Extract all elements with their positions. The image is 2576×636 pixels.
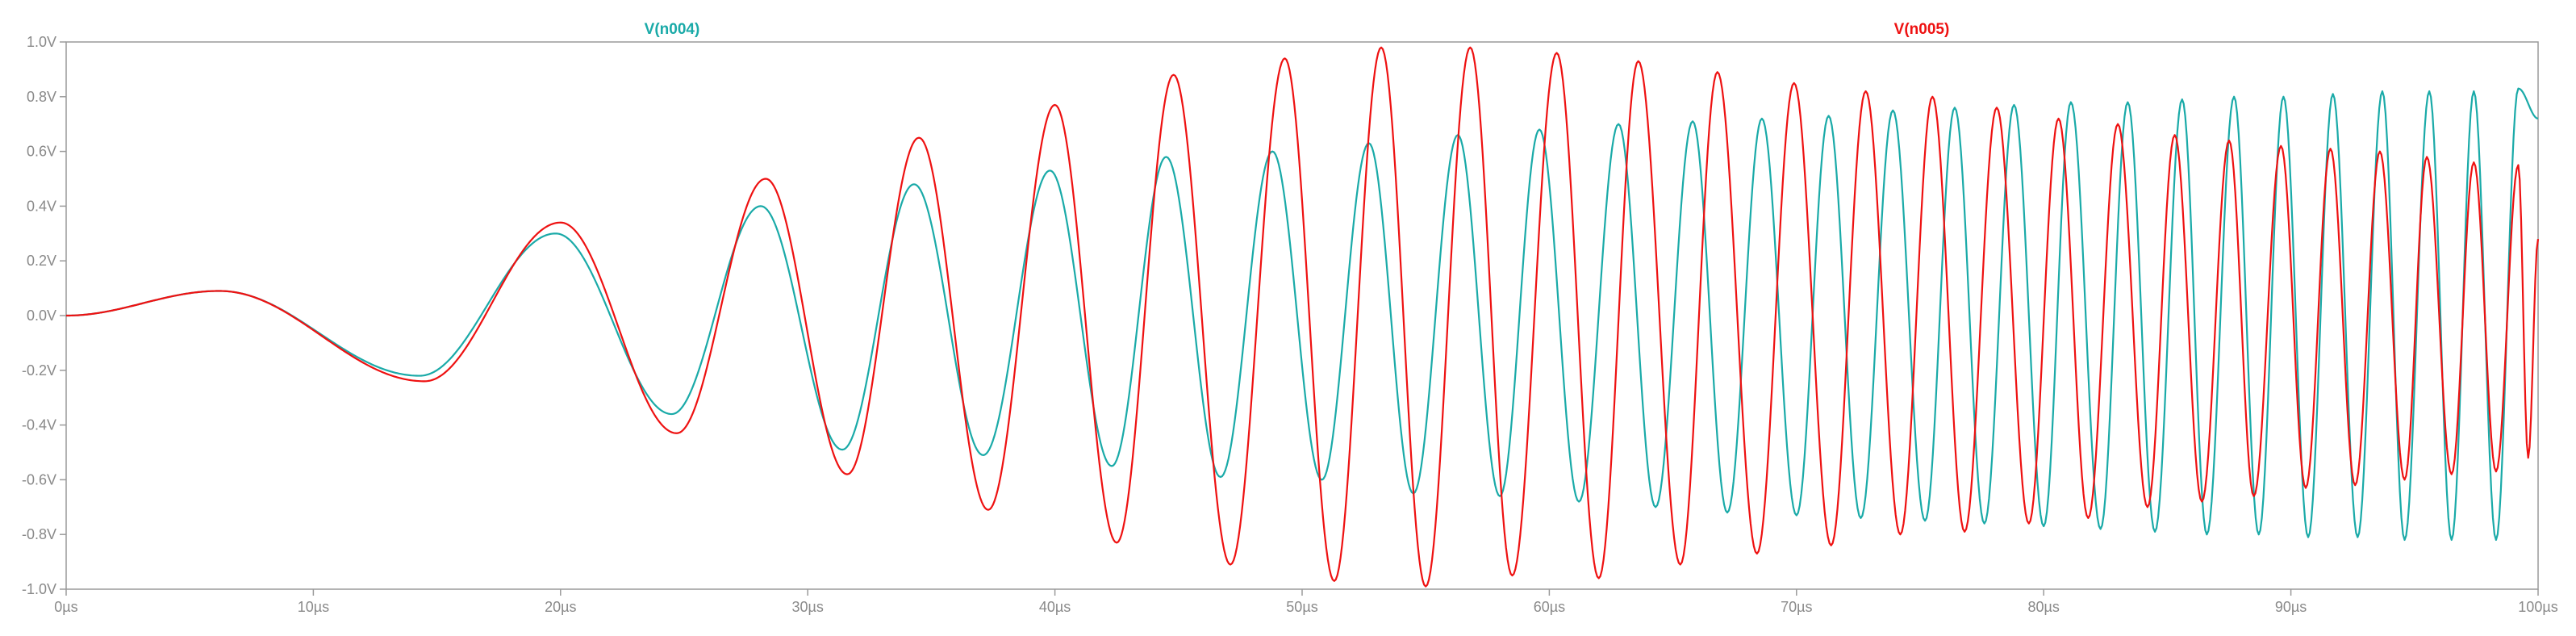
series-line-vn004 — [65, 87, 2539, 542]
x-tick-label: 20µs — [545, 599, 576, 615]
x-tick-label: 50µs — [1286, 599, 1317, 615]
x-tick-label: 100µs — [2518, 599, 2557, 615]
x-tick-label: 40µs — [1039, 599, 1071, 615]
y-tick-label: 0.6V — [27, 144, 56, 160]
y-tick-label: 0.0V — [27, 308, 56, 324]
series-line-vn005 — [65, 46, 2540, 588]
y-tick-label: -1.0V — [22, 581, 56, 597]
x-tick-label: 30µs — [791, 599, 823, 615]
x-tick-label: 90µs — [2275, 599, 2307, 615]
x-tick-label: 0µs — [54, 599, 77, 615]
y-tick-label: -0.2V — [22, 362, 56, 379]
y-tick-label: 0.4V — [27, 198, 56, 214]
y-tick-label: -0.8V — [22, 526, 56, 542]
y-axis: 1.0V 0.8V 0.6V 0.4V 0.2V 0.0V -0.2V -0.4V -0.6V -… — [22, 34, 66, 597]
legend-entry[interactable]: V(n004) — [645, 21, 700, 38]
series-layer — [65, 46, 2540, 588]
y-tick-label: 1.0V — [27, 34, 56, 50]
x-tick-label: 10µs — [298, 599, 329, 615]
y-tick-label: -0.4V — [22, 417, 56, 433]
x-axis: 0µs 10µs 20µs 30µs 40µs 50µs 60µs 70µs 80µs 90µs 1… — [54, 589, 2558, 615]
legend-entry[interactable]: V(n005) — [1894, 21, 1950, 38]
x-tick-label: 70µs — [1781, 599, 1812, 615]
x-tick-label: 80µs — [2027, 599, 2059, 615]
legend: V(n004) V(n005) — [645, 21, 1950, 38]
y-tick-label: 0.2V — [27, 253, 56, 269]
y-tick-label: -0.6V — [22, 471, 56, 487]
x-tick-label: 60µs — [1534, 599, 1565, 615]
y-tick-label: 0.8V — [27, 89, 56, 105]
